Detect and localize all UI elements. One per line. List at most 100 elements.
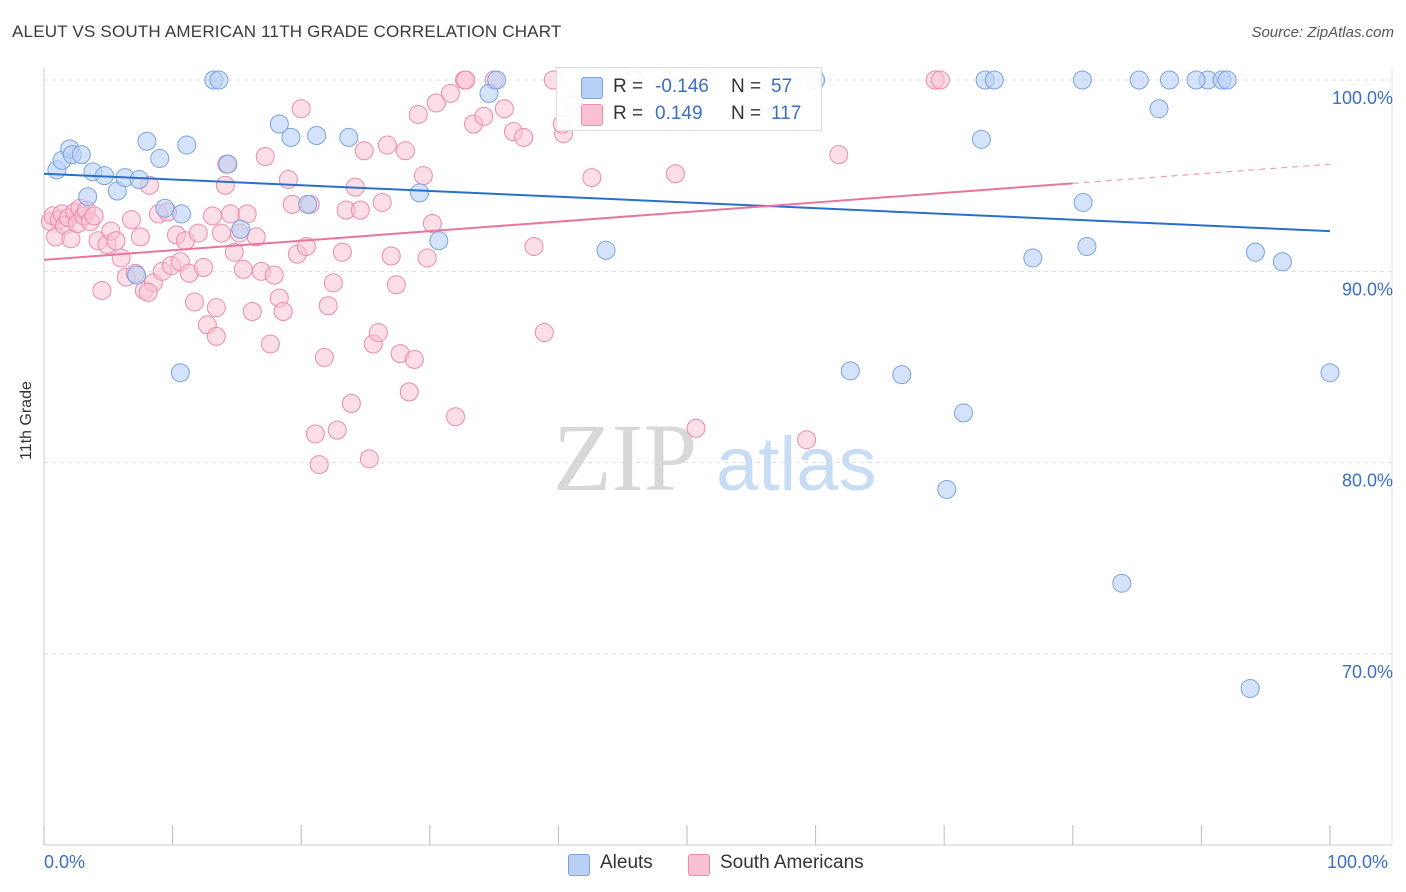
south-americans-point xyxy=(233,259,253,279)
aleuts-point xyxy=(892,365,912,385)
south-americans-point xyxy=(474,106,494,126)
y-tick-label: 100.0% xyxy=(1332,88,1393,108)
south-americans-point xyxy=(582,168,602,188)
aleuts-point xyxy=(1129,70,1149,90)
aleuts-point xyxy=(1112,573,1132,593)
south-americans-point xyxy=(215,175,235,195)
south-americans-point xyxy=(930,70,950,90)
south-americans-point xyxy=(184,292,204,312)
aleuts-point xyxy=(1217,70,1237,90)
aleuts-point xyxy=(410,183,430,203)
south-americans-point xyxy=(323,273,343,293)
aleuts-point xyxy=(1240,678,1260,698)
south-americans-point xyxy=(514,127,534,147)
aleuts-point xyxy=(1186,70,1206,90)
south-americans-point xyxy=(665,164,685,184)
aleuts-point xyxy=(1077,236,1097,256)
south-americans-points xyxy=(40,70,950,475)
south-americans-point xyxy=(130,227,150,247)
n-value: 57 xyxy=(771,76,793,97)
aleuts-trend-line xyxy=(43,172,1331,233)
south-americans-point xyxy=(273,302,293,322)
aleuts-point xyxy=(129,169,149,189)
legend-label-south-americans: South Americans xyxy=(720,852,864,873)
aleuts-point xyxy=(1320,363,1340,383)
aleuts-point xyxy=(339,127,359,147)
south-americans-point xyxy=(260,334,280,354)
aleuts-point xyxy=(150,148,170,168)
south-americans-point xyxy=(206,326,226,346)
r-label: R = xyxy=(613,76,644,97)
south-americans-point xyxy=(534,323,554,343)
south-americans-point xyxy=(377,135,397,155)
south-americans-point xyxy=(84,206,104,226)
aleuts-point xyxy=(840,361,860,381)
aleuts-point xyxy=(281,127,301,147)
r-label: R = xyxy=(613,103,644,124)
south-americans-point xyxy=(224,242,244,262)
south-americans-point xyxy=(372,192,392,212)
south-americans-point xyxy=(220,204,240,224)
south-americans-trend-line xyxy=(43,182,1073,261)
aleuts-point xyxy=(155,198,175,218)
aleuts-point xyxy=(172,204,192,224)
aleuts-point xyxy=(1149,99,1169,119)
south-americans-point xyxy=(686,418,706,438)
south-americans-point xyxy=(354,141,374,161)
aleuts-point xyxy=(1272,252,1292,272)
aleuts-point xyxy=(71,145,91,165)
aleuts-point xyxy=(1159,70,1179,90)
aleuts-point xyxy=(953,403,973,423)
n-value: 117 xyxy=(771,103,802,124)
aleuts-point xyxy=(298,194,318,214)
south-americans-point xyxy=(291,99,311,119)
aleuts-swatch xyxy=(581,77,603,99)
south-americans-point xyxy=(211,223,231,243)
legend-swatch-south-americans xyxy=(688,854,710,876)
legend-label-aleuts: Aleuts xyxy=(600,852,653,873)
watermark-zip: ZIP xyxy=(553,404,697,511)
south-americans-point xyxy=(111,248,131,268)
aleuts-point xyxy=(937,479,957,499)
south-americans-point xyxy=(524,236,544,256)
south-americans-point xyxy=(193,258,213,278)
south-americans-point xyxy=(359,449,379,469)
south-americans-point xyxy=(318,296,338,316)
south-americans-point xyxy=(242,302,262,322)
r-value: 0.149 xyxy=(655,103,703,124)
south-americans-point xyxy=(381,246,401,266)
south-americans-point xyxy=(255,147,275,167)
south-americans-point xyxy=(399,382,419,402)
aleuts-point xyxy=(1073,192,1093,212)
south-americans-point xyxy=(309,455,329,475)
south-americans-point xyxy=(829,145,849,165)
south-americans-trend-extension xyxy=(1072,163,1331,184)
aleuts-point xyxy=(984,70,1004,90)
south-americans-point xyxy=(264,265,284,285)
south-americans-point xyxy=(797,430,817,450)
south-americans-point xyxy=(341,393,361,413)
watermark: ZIP atlas xyxy=(553,404,877,511)
south-americans-point xyxy=(404,349,424,369)
south-americans-point xyxy=(446,407,466,427)
chart-title: ALEUT VS SOUTH AMERICAN 11TH GRADE CORRE… xyxy=(12,22,562,41)
trend-lines xyxy=(43,163,1331,261)
n-label: N = xyxy=(731,76,762,97)
watermark-atlas: atlas xyxy=(716,422,877,507)
aleuts-point xyxy=(971,129,991,149)
aleuts-point xyxy=(78,187,98,207)
legend-swatch-aleuts xyxy=(568,854,590,876)
south-americans-point xyxy=(456,70,476,90)
aleuts-point xyxy=(137,131,157,151)
aleuts-point xyxy=(127,265,147,285)
aleuts-point xyxy=(170,363,190,383)
south-americans-point xyxy=(202,206,222,226)
south-americans-point xyxy=(494,99,514,119)
south-americans-point xyxy=(188,223,208,243)
source-label: Source: ZipAtlas.com xyxy=(1251,24,1394,41)
aleuts-point xyxy=(231,219,251,239)
grid-lines xyxy=(44,79,1392,655)
south-americans-point xyxy=(386,275,406,295)
stats-box: R = -0.146 N = 57 R = 0.149 N = 117 xyxy=(556,67,822,131)
south-americans-point xyxy=(426,93,446,113)
